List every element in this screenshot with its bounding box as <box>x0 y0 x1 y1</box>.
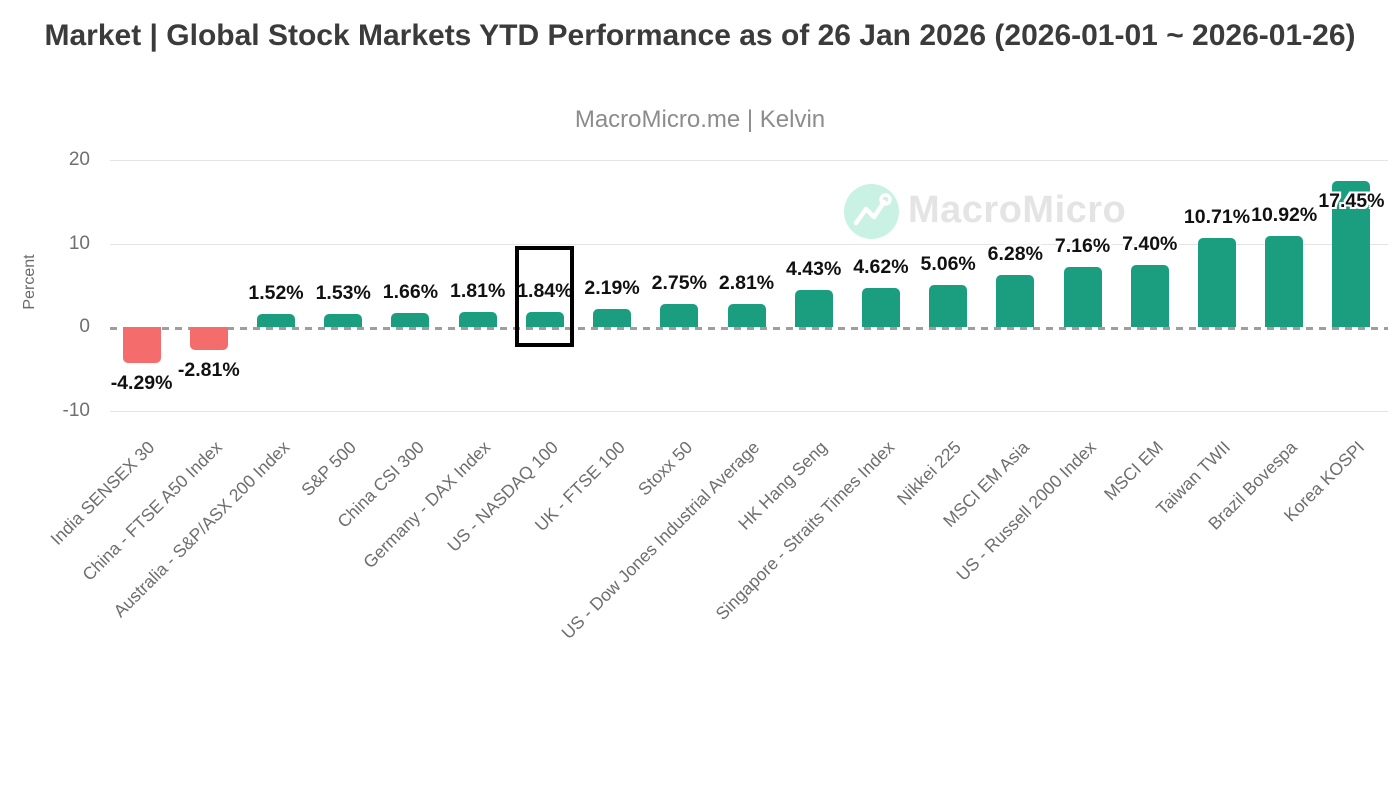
bar-msci-em <box>1130 265 1169 327</box>
bar-uk-ftse-100 <box>593 308 632 327</box>
bar-value-label: 1.66% <box>382 281 439 304</box>
bar-us-russell-2000-index <box>1063 267 1102 327</box>
chart-subtitle: MacroMicro.me | Kelvin <box>574 106 826 133</box>
bar-value-label: 10.71% <box>1183 205 1251 228</box>
bar-value-label: 17.45% <box>1318 190 1385 213</box>
bar-value-label: -4.29% <box>110 371 173 394</box>
bar-value-label: -2.81% <box>177 359 240 382</box>
bar-us-nasdaq-100 <box>525 311 564 327</box>
bar-nikkei-225 <box>929 284 968 327</box>
bar-korea-kospi <box>1332 181 1371 327</box>
bar-china-csi-300 <box>391 313 430 327</box>
x-axis-label: MSCI EM <box>1099 437 1167 505</box>
y-tick-label: 0 <box>79 316 90 337</box>
bar-us-dow-jones-industrial-average <box>727 303 766 327</box>
bar-value-label: 1.53% <box>315 282 371 305</box>
bar-s-p-500 <box>324 314 363 327</box>
bar-value-label: 2.75% <box>651 272 707 295</box>
bar-brazil-bovespa <box>1265 235 1304 327</box>
x-axis-label: Nikkei 225 <box>893 437 966 509</box>
bar-australia-s-p-asx-200-index <box>257 314 296 327</box>
x-axis-label: Stoxx 50 <box>634 437 697 500</box>
bar-value-label: 1.84% <box>517 279 573 302</box>
bar-stoxx-50 <box>660 304 699 327</box>
bar-value-label: 7.16% <box>1054 235 1111 258</box>
y-tick-label: -10 <box>62 399 90 421</box>
y-tick-label: 20 <box>68 149 90 170</box>
macromicro-logo-icon <box>844 184 899 239</box>
bar-value-label: 6.28% <box>987 242 1043 265</box>
x-axis-label: Germany - DAX Index <box>359 437 495 573</box>
bar-value-label: 1.52% <box>248 282 304 305</box>
bar-value-label: 4.62% <box>853 256 909 279</box>
bar-value-label: 2.19% <box>584 276 640 299</box>
gridline-y20 <box>110 160 1388 161</box>
gridline-y-10 <box>110 410 1388 412</box>
bar-value-label: 1.81% <box>450 279 506 302</box>
zero-gridline <box>110 326 1388 330</box>
bar-value-label: 5.06% <box>920 252 976 275</box>
bar-msci-em-asia <box>996 274 1035 327</box>
watermark-brand-text: MacroMicro <box>908 189 1127 231</box>
bar-singapore-straits-times-index <box>861 288 900 327</box>
bar-value-label: 2.81% <box>718 271 775 294</box>
bar-value-label: 10.92% <box>1251 203 1318 226</box>
x-axis-label: S&P 500 <box>297 437 361 500</box>
bar-germany-dax-index <box>458 311 497 327</box>
bar-china-ftse-a50-index <box>189 327 228 351</box>
bar-value-label: 4.43% <box>786 258 842 280</box>
y-tick-label: 10 <box>68 232 90 254</box>
bar-hk-hang-seng <box>794 290 833 327</box>
gridline-y10 <box>110 243 1388 245</box>
bar-value-label: 7.40% <box>1122 233 1178 256</box>
bar-india-sensex-30 <box>122 327 161 363</box>
bar-taiwan-twii <box>1197 237 1236 327</box>
highlight-box-us-nasdaq-100 <box>515 246 575 347</box>
page-title: Market | Global Stock Markets YTD Perfor… <box>44 19 1356 52</box>
